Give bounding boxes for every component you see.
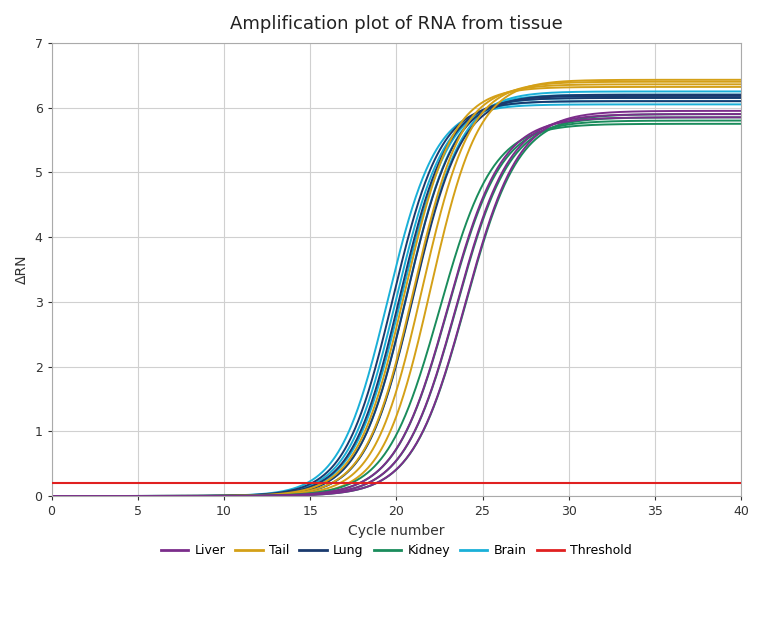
Liver (641, 114, 650, 121)
Tail (47, 493, 57, 500)
Y-axis label: ΔRN: ΔRN (15, 255, 29, 284)
Line: Kidney: Kidney (52, 124, 741, 496)
Tail (736, 83, 746, 91)
Lung (465, 112, 474, 120)
Line: Tail: Tail (52, 87, 741, 496)
Lung (641, 98, 650, 105)
Tail (448, 133, 457, 141)
Brain (736, 101, 746, 108)
Brain (465, 113, 474, 121)
Kidney (89, 493, 99, 500)
Kidney (486, 167, 495, 174)
Tail (486, 94, 495, 101)
Line: Liver: Liver (52, 117, 741, 496)
Brain (486, 106, 495, 113)
Brain (47, 493, 57, 500)
Lung (89, 493, 99, 500)
Brain (570, 101, 579, 108)
Kidney (736, 120, 746, 127)
Legend: Liver, Tail, Lung, Kidney, Brain, Threshold: Liver, Tail, Lung, Kidney, Brain, Thresh… (156, 540, 637, 562)
Title: Amplification plot of RNA from tissue: Amplification plot of RNA from tissue (230, 15, 563, 33)
Tail (570, 83, 579, 91)
Liver (465, 229, 474, 236)
Tail (89, 493, 99, 500)
Kidney (465, 209, 474, 216)
Lung (448, 129, 457, 136)
Liver (47, 493, 57, 500)
Line: Brain: Brain (52, 104, 741, 496)
Brain (448, 125, 457, 133)
Threshold (47, 480, 57, 487)
Lung (570, 98, 579, 105)
Kidney (448, 263, 457, 270)
Tail (465, 108, 474, 116)
Tail (641, 83, 650, 91)
X-axis label: Cycle number: Cycle number (348, 523, 445, 538)
Lung (486, 104, 495, 111)
Brain (89, 493, 99, 500)
Brain (641, 101, 650, 108)
Lung (47, 493, 57, 500)
Liver (89, 493, 99, 500)
Kidney (47, 493, 57, 500)
Liver (736, 114, 746, 121)
Kidney (570, 122, 579, 130)
Liver (448, 289, 457, 296)
Lung (736, 98, 746, 105)
Line: Lung: Lung (52, 101, 741, 496)
Threshold (64, 480, 73, 487)
Liver (570, 117, 579, 124)
Liver (486, 177, 495, 184)
Kidney (641, 121, 650, 128)
